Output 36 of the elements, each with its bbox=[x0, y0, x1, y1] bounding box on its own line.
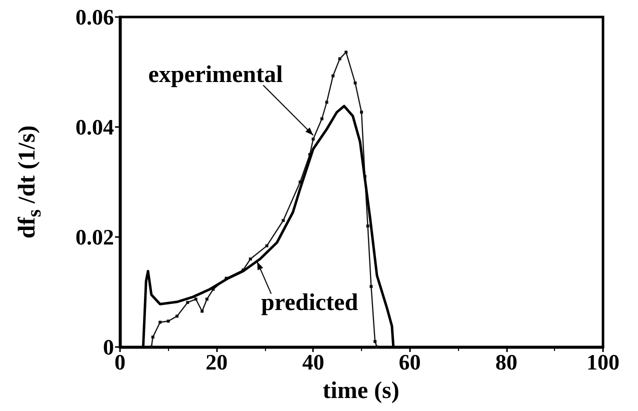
y-tick-label: 0.02 bbox=[76, 224, 114, 250]
x-tick-label: 40 bbox=[302, 350, 324, 374]
point bbox=[150, 346, 153, 348]
point bbox=[325, 100, 328, 104]
point bbox=[166, 320, 170, 323]
x-axis-title: time (s) bbox=[322, 378, 400, 405]
y-tick-label: 0.06 bbox=[76, 4, 114, 30]
point bbox=[282, 219, 285, 222]
point bbox=[200, 310, 204, 313]
point bbox=[344, 50, 348, 54]
point bbox=[360, 110, 363, 114]
point bbox=[248, 258, 252, 260]
point bbox=[312, 138, 315, 141]
point bbox=[151, 336, 154, 339]
point bbox=[375, 346, 378, 348]
y-tick-label: 0.04 bbox=[76, 114, 114, 140]
point bbox=[205, 298, 208, 301]
point bbox=[354, 82, 357, 84]
x-tick-label: 60 bbox=[398, 350, 421, 374]
annotation: experimental bbox=[148, 62, 283, 90]
point bbox=[338, 57, 342, 60]
point bbox=[265, 244, 268, 248]
point bbox=[320, 117, 324, 120]
x-tick-label: 20 bbox=[206, 350, 228, 374]
point bbox=[366, 224, 370, 228]
point bbox=[374, 340, 377, 343]
point bbox=[186, 300, 190, 304]
point bbox=[370, 285, 373, 288]
x-tick-label: 80 bbox=[495, 350, 518, 374]
annotation: predicted bbox=[261, 290, 358, 317]
x-tick-label: 100 bbox=[586, 350, 620, 374]
line-series bbox=[150, 50, 378, 348]
point bbox=[332, 74, 335, 78]
point bbox=[194, 298, 198, 301]
point bbox=[175, 314, 178, 318]
point bbox=[158, 320, 162, 324]
